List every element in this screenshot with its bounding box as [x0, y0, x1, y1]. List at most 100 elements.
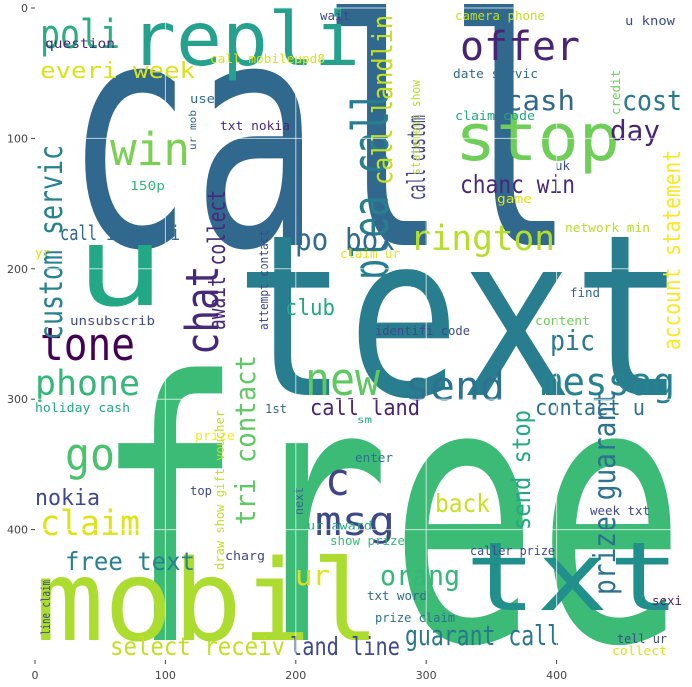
word: day — [610, 114, 660, 147]
word: custom servic — [32, 145, 70, 340]
word: cash — [505, 84, 575, 117]
word: text — [235, 187, 685, 449]
x-tick-label: 400 — [546, 669, 567, 682]
word: top — [190, 484, 212, 498]
word: msg — [315, 499, 395, 545]
word: rington — [410, 219, 555, 259]
word: mobil — [35, 537, 380, 667]
word: call identifi — [60, 221, 180, 245]
word: send — [405, 364, 505, 410]
word: chanc win — [460, 170, 575, 199]
word: wait — [320, 9, 350, 23]
word: statement show — [409, 79, 423, 175]
word: cost — [622, 84, 682, 117]
word: c — [325, 453, 350, 506]
word: content — [535, 314, 590, 328]
word: sm — [357, 415, 372, 426]
word: free text — [65, 547, 195, 576]
word: collect — [612, 644, 667, 658]
y-tick-label: 400 — [7, 524, 28, 537]
word: phone — [35, 364, 140, 404]
word: win — [110, 123, 190, 176]
word: new — [305, 353, 381, 406]
word: uk — [555, 159, 571, 173]
word: messag — [540, 360, 675, 404]
word: date servic — [453, 67, 538, 81]
word: land line — [290, 632, 400, 661]
word: u know — [625, 14, 676, 28]
word: pic — [550, 324, 595, 357]
word: call land — [310, 396, 420, 421]
x-tick-label: 0 — [32, 669, 39, 682]
word: next — [292, 487, 306, 515]
word: plea call — [342, 90, 400, 280]
word: show prize — [330, 534, 405, 548]
word: sexi — [652, 594, 682, 608]
word: claim ur — [340, 247, 400, 261]
word: txt — [465, 523, 680, 633]
word: claim — [40, 504, 140, 544]
y-tick-label: 100 — [7, 132, 28, 145]
word: select receiv — [110, 632, 285, 661]
word: account statement — [658, 150, 686, 350]
word: po box — [295, 223, 395, 258]
y-tick-label: 0 — [21, 2, 28, 15]
word: chat — [176, 265, 229, 355]
y-tick-label: 200 — [7, 263, 28, 276]
x-tick-label: 100 — [155, 669, 176, 682]
word: camera phone — [455, 9, 545, 23]
x-tick-label: 300 — [416, 669, 437, 682]
word: tone — [40, 318, 135, 371]
word: prize guarant — [588, 390, 623, 595]
word: everi week — [40, 59, 195, 84]
word: charg — [225, 549, 265, 563]
word: caller prize — [470, 544, 555, 558]
word: ur mob — [188, 110, 199, 150]
word: network min — [565, 221, 650, 235]
word: attempt contact — [257, 230, 271, 330]
word: line claim — [39, 580, 53, 635]
word: enter — [355, 451, 393, 465]
x-tick-label: 200 — [285, 669, 306, 682]
word: offer — [460, 24, 580, 70]
word: nokia — [35, 486, 100, 511]
word: free — [95, 306, 685, 687]
word: await collect — [203, 190, 231, 330]
word: question — [45, 37, 115, 52]
word: credit — [609, 70, 623, 115]
y-tick-label: 300 — [7, 393, 28, 406]
word: ur award — [307, 519, 372, 533]
word: yr — [35, 246, 50, 260]
word: holiday cash — [35, 401, 130, 415]
word: prize claim — [375, 611, 455, 625]
word: draw show gift voucher — [213, 410, 227, 570]
word: txt nokia — [220, 119, 290, 133]
word: unsubscrib — [70, 314, 155, 328]
word: txt word — [367, 589, 427, 603]
word: game — [497, 192, 532, 206]
word: guarant call — [405, 619, 560, 652]
word: back — [435, 489, 490, 518]
word: 150p — [130, 179, 165, 193]
word: tell ur — [617, 632, 667, 646]
word: contact u — [535, 396, 645, 421]
word: go — [65, 428, 115, 481]
word: identifi code — [375, 324, 470, 338]
word: orang — [380, 559, 460, 592]
word: ur — [295, 559, 330, 592]
word: claim code — [455, 109, 535, 123]
word: week txt — [590, 504, 650, 518]
word: poli — [40, 12, 120, 58]
word: tri contact — [229, 355, 262, 525]
word: use — [190, 92, 215, 106]
word: send stop — [507, 410, 536, 530]
word: call mobileupd8 — [210, 52, 325, 66]
word: u — [75, 203, 165, 331]
word: prize — [195, 429, 235, 443]
word: find — [570, 286, 600, 300]
word: 1st — [265, 402, 287, 416]
word: repli — [130, 0, 360, 83]
word: call landlin — [366, 15, 399, 185]
